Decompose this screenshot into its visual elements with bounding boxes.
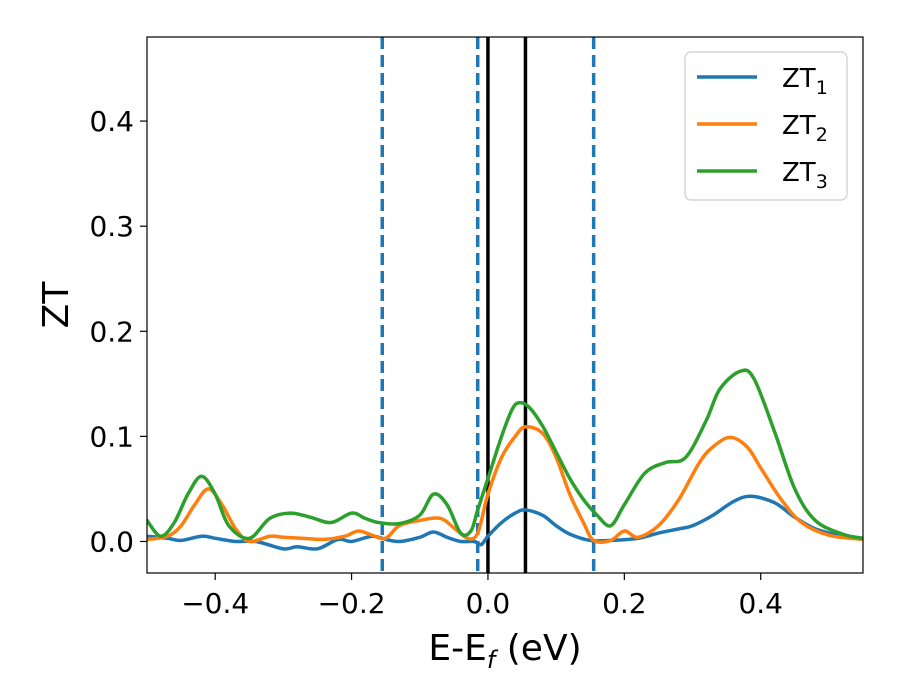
legend-box [684, 51, 848, 201]
legend-label-3: ZT3 [782, 158, 828, 193]
legend: ZT1 ZT2 ZT3 [684, 51, 848, 201]
x-tick-label: 0.4 [738, 587, 783, 620]
x-tick-label: −0.2 [318, 587, 386, 620]
legend-label-1: ZT1 [782, 64, 828, 99]
x-tick-label: −0.4 [181, 587, 249, 620]
x-axis-ticks: −0.4 −0.2 0.0 0.2 0.4 [181, 573, 783, 620]
x-axis-title: E-Ef (eV) [428, 628, 581, 674]
series-line-3 [147, 368, 863, 541]
y-axis-ticks: 0.0 0.1 0.2 0.3 0.4 [89, 105, 147, 558]
legend-label-2: ZT2 [782, 111, 828, 146]
series-line-2 [147, 425, 863, 544]
plot-frame [146, 36, 864, 574]
y-axis-title: ZT [36, 281, 77, 329]
y-tick-label: 0.2 [89, 315, 134, 348]
series-line-1 [147, 494, 863, 551]
y-tick-label: 0.3 [89, 210, 134, 243]
x-tick-label: 0.2 [602, 587, 647, 620]
y-tick-label: 0.4 [89, 105, 134, 138]
y-tick-label: 0.0 [89, 525, 134, 558]
y-tick-label: 0.1 [89, 420, 134, 453]
series-lines [147, 368, 863, 551]
x-tick-label: 0.0 [466, 587, 511, 620]
